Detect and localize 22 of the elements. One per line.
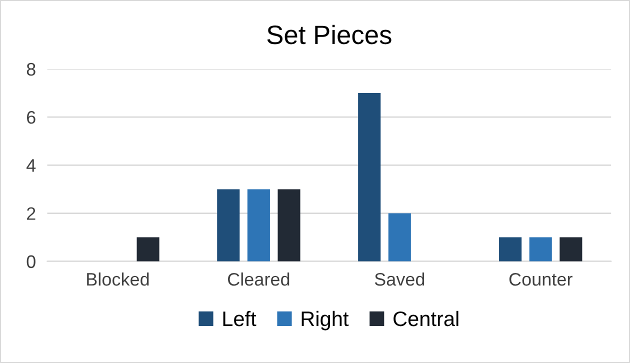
chart-title: Set Pieces <box>267 24 392 44</box>
y-tick-label: 4 <box>26 159 36 172</box>
x-tick-label: Cleared <box>228 272 290 286</box>
bar <box>529 237 552 262</box>
x-tick-label: Blocked <box>87 272 149 286</box>
legend-label: Central <box>394 310 458 326</box>
y-tick-label: 0 <box>26 255 36 268</box>
bar <box>388 213 411 262</box>
x-tick-label: Counter <box>509 272 572 286</box>
y-tick-label: 2 <box>27 207 36 220</box>
bar <box>560 237 582 262</box>
bar <box>278 189 300 262</box>
legend-label: Left <box>223 310 256 326</box>
y-tick-label: 6 <box>27 111 36 124</box>
x-tick-label: Saved <box>374 272 424 286</box>
bar <box>358 93 381 262</box>
bar <box>499 237 522 262</box>
bar <box>217 189 240 262</box>
legend-label: Right <box>302 310 349 330</box>
bar <box>247 189 270 262</box>
y-tick-label: 8 <box>26 62 36 76</box>
bar <box>136 237 160 262</box>
